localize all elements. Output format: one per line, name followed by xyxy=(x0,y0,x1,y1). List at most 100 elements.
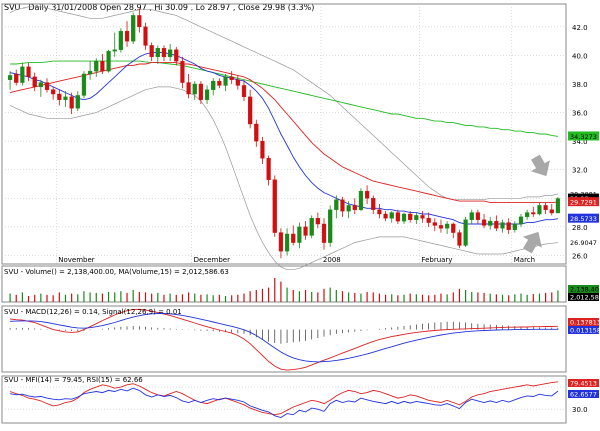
macd-tag-bg xyxy=(568,318,599,326)
candle-down xyxy=(198,83,204,100)
candle-up xyxy=(555,198,561,214)
volume-bar xyxy=(378,293,381,302)
candle-down xyxy=(506,222,511,230)
volume-bar xyxy=(27,296,30,302)
candle-up xyxy=(518,216,524,225)
candle-up xyxy=(94,60,99,72)
volume-bar xyxy=(501,294,504,302)
volume-bar xyxy=(323,288,325,302)
volume-bar xyxy=(311,291,313,302)
candle-down xyxy=(143,26,148,46)
volume-ma-tag-text: 2,012,58 xyxy=(570,294,599,302)
volume-bar xyxy=(157,292,159,302)
mfi-line xyxy=(9,381,558,416)
volume-bar xyxy=(126,292,128,302)
candle-down xyxy=(451,223,456,233)
header-high-label: Hi xyxy=(154,3,162,12)
candle-up xyxy=(204,89,210,100)
candle-up xyxy=(192,83,197,95)
volume-bar xyxy=(200,294,202,302)
candle-up xyxy=(112,49,117,52)
volume-bar xyxy=(372,292,374,302)
candle-up xyxy=(328,209,333,243)
volume-bar xyxy=(138,291,140,302)
volume-bar xyxy=(292,290,294,302)
volume-bar xyxy=(446,294,448,302)
volume-bar xyxy=(151,293,153,302)
candle-down xyxy=(272,179,277,233)
candle-down xyxy=(321,223,327,243)
candle-down xyxy=(549,209,554,214)
header-symbol: SVU xyxy=(4,3,21,12)
candle-up xyxy=(500,222,505,229)
candle-down xyxy=(395,212,400,222)
volume-bar xyxy=(144,292,147,302)
volume-bar xyxy=(360,293,362,302)
candle-down xyxy=(100,60,105,72)
candle-down xyxy=(260,140,265,159)
rsi-line xyxy=(10,387,559,418)
volume-bar xyxy=(452,292,454,302)
rsi-tag-text: 62.6577 xyxy=(570,391,597,399)
candle-down xyxy=(303,226,308,236)
candle-down xyxy=(457,232,462,246)
ma-mid-line xyxy=(9,62,558,204)
candle-up xyxy=(488,220,493,226)
candle-down xyxy=(278,232,284,252)
candle-up xyxy=(223,76,228,86)
volume-bar xyxy=(526,294,528,302)
volume-bar xyxy=(52,295,54,302)
mfi-panel-frame xyxy=(1,375,567,424)
volume-bar xyxy=(508,295,510,302)
candle-up xyxy=(512,223,517,230)
mfi-tag-text: 79.4513 xyxy=(570,380,597,388)
signal-tag: 0.013158 xyxy=(568,326,600,335)
volume-bar xyxy=(120,291,122,302)
candle-up xyxy=(537,205,542,215)
volume-bar xyxy=(114,292,116,302)
volume-value-tag: 2,138,40 xyxy=(568,285,599,294)
candle-down xyxy=(44,82,50,90)
price-tag-long_ma: 34.3273 xyxy=(568,131,599,141)
bollinger-lower-line xyxy=(9,86,558,271)
candle-down xyxy=(14,73,19,83)
candle-up xyxy=(155,48,160,58)
candle-up xyxy=(309,218,314,236)
price-tag-bg xyxy=(568,188,599,198)
volume-bar xyxy=(304,290,307,302)
rsi-tag: 62.6577 xyxy=(568,390,599,399)
rsi-tag-bg xyxy=(568,390,599,398)
header-low-label: Lo xyxy=(196,3,205,12)
candle-down xyxy=(266,158,271,180)
volume-bar xyxy=(409,293,411,302)
price-tick-label: 40.0 xyxy=(572,52,588,60)
bollinger-upper-line xyxy=(9,6,558,201)
volume-bar xyxy=(280,281,282,302)
volume-bar xyxy=(520,293,522,302)
candle-down xyxy=(475,212,481,220)
candle-up xyxy=(7,75,13,80)
volume-bar xyxy=(477,292,479,302)
price-tick-label: 26.0 xyxy=(572,252,588,260)
volume-bar xyxy=(194,293,196,302)
candle-up xyxy=(211,80,216,90)
volume-bar xyxy=(175,294,177,302)
volume-bar xyxy=(341,291,344,302)
candle-down xyxy=(235,79,240,86)
candle-down xyxy=(186,82,191,95)
candle-down xyxy=(180,60,185,83)
volume-bar xyxy=(557,290,559,302)
x-tick-label: November xyxy=(58,256,95,264)
price-tag-boll_lower: 26.9047 xyxy=(568,237,599,247)
candle-up xyxy=(358,190,364,210)
signal-tag-text: 0.013158 xyxy=(570,327,600,335)
volume-bar xyxy=(366,291,368,302)
volume-bar xyxy=(231,295,233,302)
candle-up xyxy=(38,82,43,88)
price-tick-label: 36.0 xyxy=(572,110,588,118)
candle-down xyxy=(217,80,222,86)
volume-bar xyxy=(458,288,461,302)
volume-bar xyxy=(71,293,73,302)
